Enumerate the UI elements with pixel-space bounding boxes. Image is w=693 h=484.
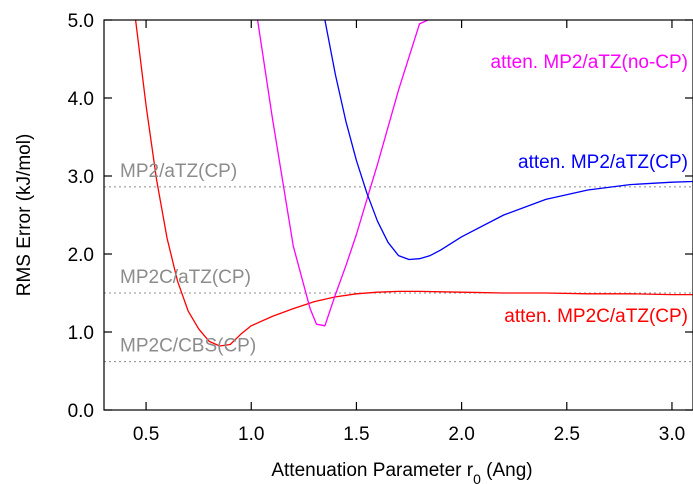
tick-labels: 0.5 1.0 1.5 2.0 2.5 3.0 0.0 1.0 2.0 3.0 4.0 5.0 <box>68 11 686 445</box>
series-line <box>256 20 429 327</box>
series-line <box>134 20 693 347</box>
reference-line-label: MP2C/aTZ(CP) <box>120 267 251 288</box>
plot-frame <box>103 19 693 411</box>
series-label: atten. MP2/aTZ(no-CP) <box>491 52 688 73</box>
series-lines <box>134 20 693 347</box>
x-tick-label: 3.0 <box>659 424 685 445</box>
x-axis-label-sub: 0 <box>473 471 481 484</box>
y-tick-label: 5.0 <box>68 11 94 32</box>
series-line <box>324 20 693 261</box>
reference-line-label: MP2C/CBS(CP) <box>120 336 256 357</box>
x-axis-label: Attenuation Parameter r0 (Ang) <box>271 460 532 484</box>
y-tick-label: 2.0 <box>68 245 94 266</box>
reference-labels: MP2/aTZ(CP) MP2C/aTZ(CP) MP2C/CBS(CP) <box>120 161 256 357</box>
x-tick-label: 1.0 <box>238 424 264 445</box>
reference-line-label: MP2/aTZ(CP) <box>120 161 237 182</box>
x-axis-label-main: Attenuation Parameter r <box>271 460 473 481</box>
y-tick-label: 3.0 <box>68 167 94 188</box>
x-tick-label: 0.5 <box>133 424 159 445</box>
reference-lines <box>104 186 693 363</box>
axis-ticks <box>104 19 693 411</box>
series-label: atten. MP2C/aTZ(CP) <box>504 306 688 327</box>
y-axis-label: RMS Error (kJ/mol) <box>14 134 35 297</box>
x-axis-label-unit: (Ang) <box>481 460 533 481</box>
x-tick-label: 1.5 <box>343 424 369 445</box>
series-labels: atten. MP2C/aTZ(CP) atten. MP2/aTZ(no-CP)… <box>491 52 688 327</box>
y-tick-label: 4.0 <box>68 89 94 110</box>
y-tick-label: 0.0 <box>68 401 94 422</box>
x-tick-label: 2.0 <box>448 424 474 445</box>
x-tick-label: 2.5 <box>554 424 580 445</box>
y-tick-label: 1.0 <box>68 323 94 344</box>
series-label: atten. MP2/aTZ(CP) <box>518 152 688 173</box>
